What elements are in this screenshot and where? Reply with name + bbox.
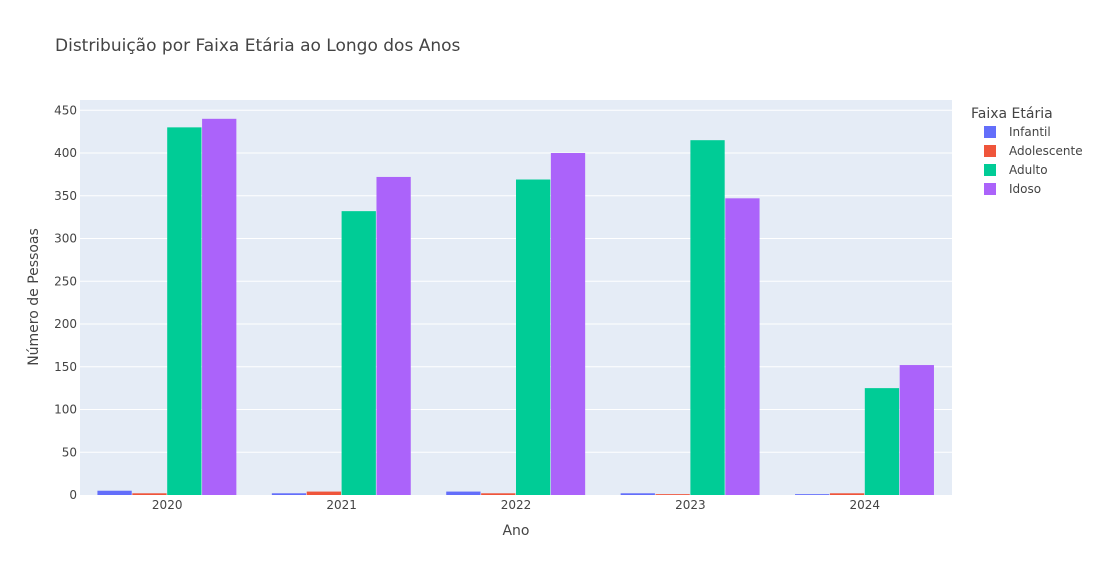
y-tick-label: 400	[54, 146, 77, 160]
chart-title: Distribuição por Faixa Etária ao Longo d…	[55, 36, 461, 56]
bar-infantil-2020	[97, 490, 132, 495]
bar-adulto-2022	[516, 179, 551, 495]
bar-adulto-2024	[864, 388, 900, 495]
bar-idoso-2024	[899, 365, 934, 495]
legend-swatch-idoso	[984, 183, 996, 195]
x-axis-label: Ano	[502, 523, 529, 539]
y-tick-label: 50	[62, 445, 77, 459]
x-tick-label: 2022	[501, 498, 532, 512]
bars	[97, 118, 934, 496]
legend-swatch-adulto	[984, 164, 996, 176]
bar-infantil-2023	[620, 493, 655, 495]
legend-item-infantil: Infantil	[1009, 125, 1051, 139]
legend-swatch-infantil	[984, 126, 996, 138]
legend-item-adulto: Adulto	[1009, 163, 1048, 177]
x-axis-ticks: 2020 2021 2022 2023 2024	[152, 498, 880, 512]
y-axis-label: Número de Pessoas	[26, 228, 42, 366]
bar-infantil-2021	[271, 493, 307, 495]
bar-adulto-2020	[167, 127, 202, 495]
bar-infantil-2024	[795, 494, 830, 495]
y-tick-label: 200	[54, 317, 77, 331]
x-tick-label: 2023	[675, 498, 706, 512]
bar-adolescente-2024	[829, 493, 865, 495]
bar-adulto-2021	[341, 211, 376, 495]
y-tick-label: 0	[69, 488, 77, 502]
bar-adolescente-2023	[655, 494, 690, 495]
bar-idoso-2022	[550, 153, 586, 495]
y-tick-label: 450	[54, 103, 77, 117]
legend: Faixa Etária Infantil Adolescente Adulto Id…	[971, 106, 1083, 196]
x-tick-label: 2020	[152, 498, 183, 512]
bar-idoso-2023	[725, 198, 760, 495]
y-axis-ticks: 0 50 100 150 200 250 300 350 400 450	[54, 103, 77, 502]
x-tick-label: 2024	[850, 498, 881, 512]
bar-adolescente-2020	[132, 493, 167, 495]
legend-item-idoso: Idoso	[1009, 182, 1041, 196]
x-tick-label: 2021	[326, 498, 357, 512]
legend-swatch-adolescente	[984, 145, 996, 157]
legend-title: Faixa Etária	[971, 106, 1053, 122]
y-tick-label: 350	[54, 189, 77, 203]
bar-adolescente-2022	[481, 493, 516, 495]
bar-adulto-2023	[690, 140, 725, 496]
y-tick-label: 300	[54, 232, 77, 246]
bar-infantil-2022	[446, 491, 481, 495]
y-tick-label: 250	[54, 274, 77, 288]
y-tick-label: 150	[54, 360, 77, 374]
bar-idoso-2021	[376, 176, 411, 495]
bar-adolescente-2021	[306, 491, 341, 495]
bar-idoso-2020	[202, 118, 237, 496]
y-tick-label: 100	[54, 403, 77, 417]
legend-item-adolescente: Adolescente	[1009, 144, 1083, 158]
